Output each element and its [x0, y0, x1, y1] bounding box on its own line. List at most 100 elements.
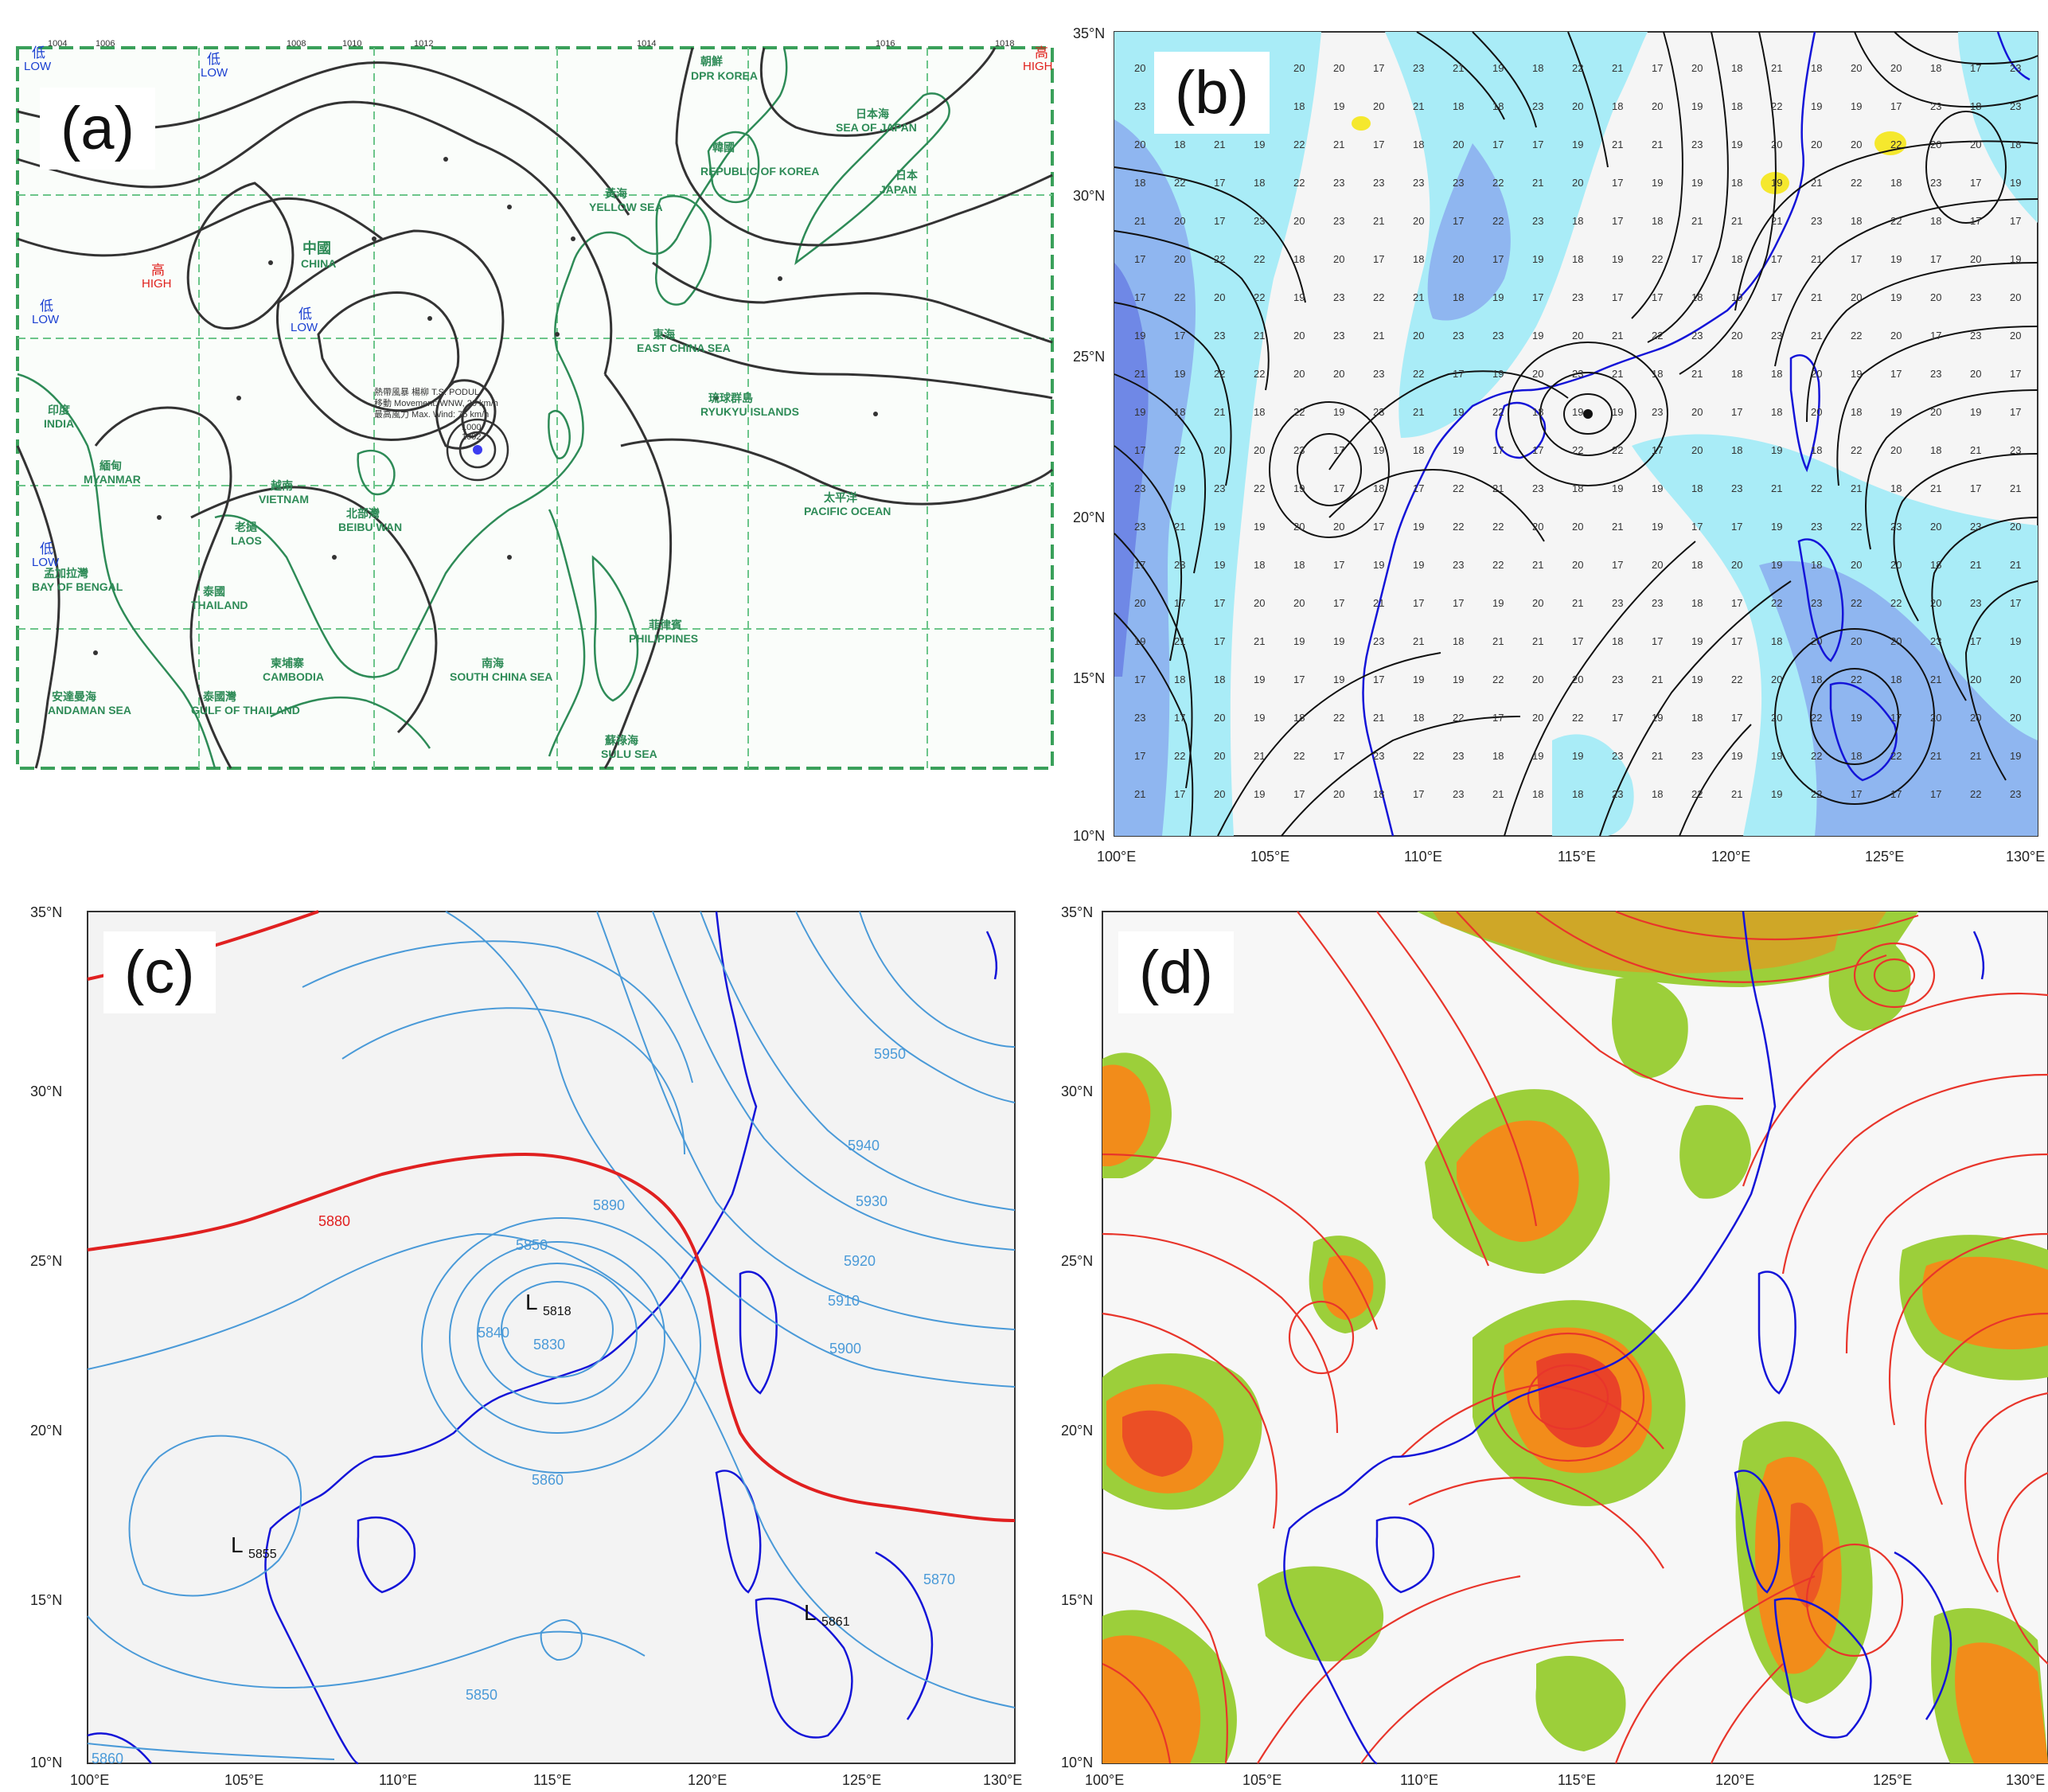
grid-value: 23 [1453, 559, 1464, 571]
place-en: MYANMAR [84, 473, 141, 486]
grid-value: 18 [1453, 291, 1464, 303]
grid-value: 20 [1293, 62, 1305, 74]
grid-value: 23 [1492, 330, 1504, 342]
grid-value: 18 [1652, 215, 1663, 227]
grid-value: 18 [1413, 253, 1424, 265]
place-cn: 越南 [270, 479, 293, 492]
grid-value: 19 [1293, 291, 1305, 303]
grid-value: 22 [1970, 788, 1981, 800]
x-tick: 125°E [1865, 849, 1904, 865]
grid-value: 17 [1134, 559, 1145, 571]
grid-value: 17 [2010, 597, 2021, 609]
grid-value: 18 [1930, 215, 1941, 227]
grid-value: 17 [1970, 177, 1981, 189]
grid-value: 18 [1691, 559, 1703, 571]
grid-value: 20 [1731, 559, 1742, 571]
grid-value: 19 [1771, 444, 1782, 456]
panel-d-axes: 35°N 30°N 25°N 20°N 15°N 10°N 100°E 105°… [1061, 904, 2045, 1788]
grid-value: 18 [1413, 712, 1424, 724]
grid-value: 19 [1134, 406, 1145, 418]
grid-value: 18 [1254, 559, 1265, 571]
grid-value: 20 [1413, 330, 1424, 342]
grid-value: 23 [1811, 215, 1822, 227]
grid-value: 22 [1851, 673, 1862, 685]
grid-value: 23 [1413, 177, 1424, 189]
grid-value: 19 [1532, 330, 1543, 342]
y-tick: 15°N [1073, 670, 1105, 686]
place-cn: 琉球群島 [708, 392, 753, 404]
grid-value: 23 [1293, 444, 1305, 456]
grid-value: 23 [1373, 177, 1384, 189]
grid-value: 21 [1771, 215, 1782, 227]
y-tick: 25°N [1073, 349, 1105, 365]
grid-value: 17 [1771, 253, 1782, 265]
place-en: EAST CHINA SEA [637, 342, 731, 354]
grid-value: 17 [1970, 62, 1981, 74]
grid-value: 18 [1890, 177, 1902, 189]
grid-value: 23 [1532, 482, 1543, 494]
grid-value: 18 [1771, 406, 1782, 418]
grid-value: 19 [1532, 750, 1543, 762]
grid-value: 17 [1373, 62, 1384, 74]
grid-value: 19 [1134, 635, 1145, 647]
grid-value: 23 [2010, 62, 2021, 74]
grid-value: 21 [1652, 673, 1663, 685]
grid-value: 20 [1572, 673, 1583, 685]
pressure-center-cn: 低 [40, 299, 53, 314]
grid-value: 18 [1930, 62, 1941, 74]
place-cn: 安達曼海 [52, 690, 96, 703]
grid-value: 17 [1851, 788, 1862, 800]
grid-value: 23 [1930, 100, 1941, 112]
grid-value: 18 [1532, 62, 1543, 74]
grid-value: 17 [1293, 673, 1305, 685]
grid-value: 20 [1214, 788, 1225, 800]
grid-value: 17 [1134, 291, 1145, 303]
grid-value: 18 [1453, 635, 1464, 647]
grid-value: 21 [1134, 788, 1145, 800]
grid-value: 17 [1612, 291, 1623, 303]
grid-value: 19 [1691, 635, 1703, 647]
grid-value: 17 [1492, 444, 1504, 456]
grid-value: 17 [1612, 712, 1623, 724]
x-tick: 120°E [1711, 849, 1750, 865]
grid-value: 20 [1293, 597, 1305, 609]
contour-label: 5890 [593, 1197, 625, 1213]
x-tick: 120°E [1715, 1772, 1754, 1788]
grid-value: 20 [2010, 521, 2021, 533]
contour-label: 5850 [466, 1687, 497, 1703]
y-tick: 10°N [30, 1755, 62, 1771]
low-value: 5818 [543, 1305, 571, 1318]
contour-label: 5860 [92, 1751, 123, 1767]
grid-value: 22 [1492, 521, 1504, 533]
grid-value: 19 [1333, 100, 1344, 112]
y-tick: 35°N [1073, 25, 1105, 41]
grid-value: 18 [1691, 291, 1703, 303]
x-tick: 105°E [1250, 849, 1289, 865]
grid-value: 21 [1970, 559, 1981, 571]
panel-b-streamlines [1114, 31, 2038, 837]
grid-value: 23 [1691, 330, 1703, 342]
panel-c-map: 5950 5940 5930 5920 5910 5900 5890 5850 … [30, 904, 1022, 1788]
grid-value: 21 [1492, 635, 1504, 647]
grid-value: 17 [1771, 291, 1782, 303]
grid-value: 22 [1293, 139, 1305, 150]
storm-info-line3: 最高風力 Max. Wind: 75 km/h [374, 408, 489, 420]
grid-value: 19 [1731, 750, 1742, 762]
grid-value: 21 [1373, 330, 1384, 342]
grid-value: 21 [1612, 62, 1623, 74]
pressure-center-en: LOW [24, 60, 52, 73]
isobar-value: 1002 [462, 432, 481, 442]
grid-value: 19 [1851, 712, 1862, 724]
grid-value: 17 [1373, 139, 1384, 150]
grid-value: 23 [1373, 635, 1384, 647]
grid-value: 18 [1254, 406, 1265, 418]
grid-value: 19 [1851, 368, 1862, 380]
grid-value: 17 [1373, 673, 1384, 685]
grid-value: 19 [1612, 482, 1623, 494]
grid-value: 23 [1453, 750, 1464, 762]
grid-value: 23 [1612, 673, 1623, 685]
grid-value: 20 [1851, 139, 1862, 150]
grid-value: 17 [1612, 177, 1623, 189]
grid-value: 23 [1333, 330, 1344, 342]
grid-value: 20 [2010, 673, 2021, 685]
